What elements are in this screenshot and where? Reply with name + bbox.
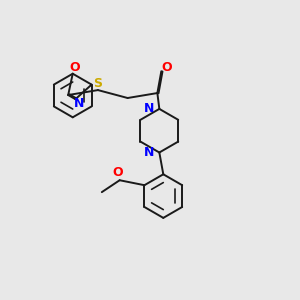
Text: N: N <box>144 102 154 116</box>
Text: N: N <box>144 146 154 159</box>
Text: N: N <box>74 97 85 110</box>
Text: O: O <box>69 61 80 74</box>
Text: S: S <box>93 76 102 90</box>
Text: O: O <box>161 61 172 74</box>
Text: O: O <box>112 166 123 179</box>
